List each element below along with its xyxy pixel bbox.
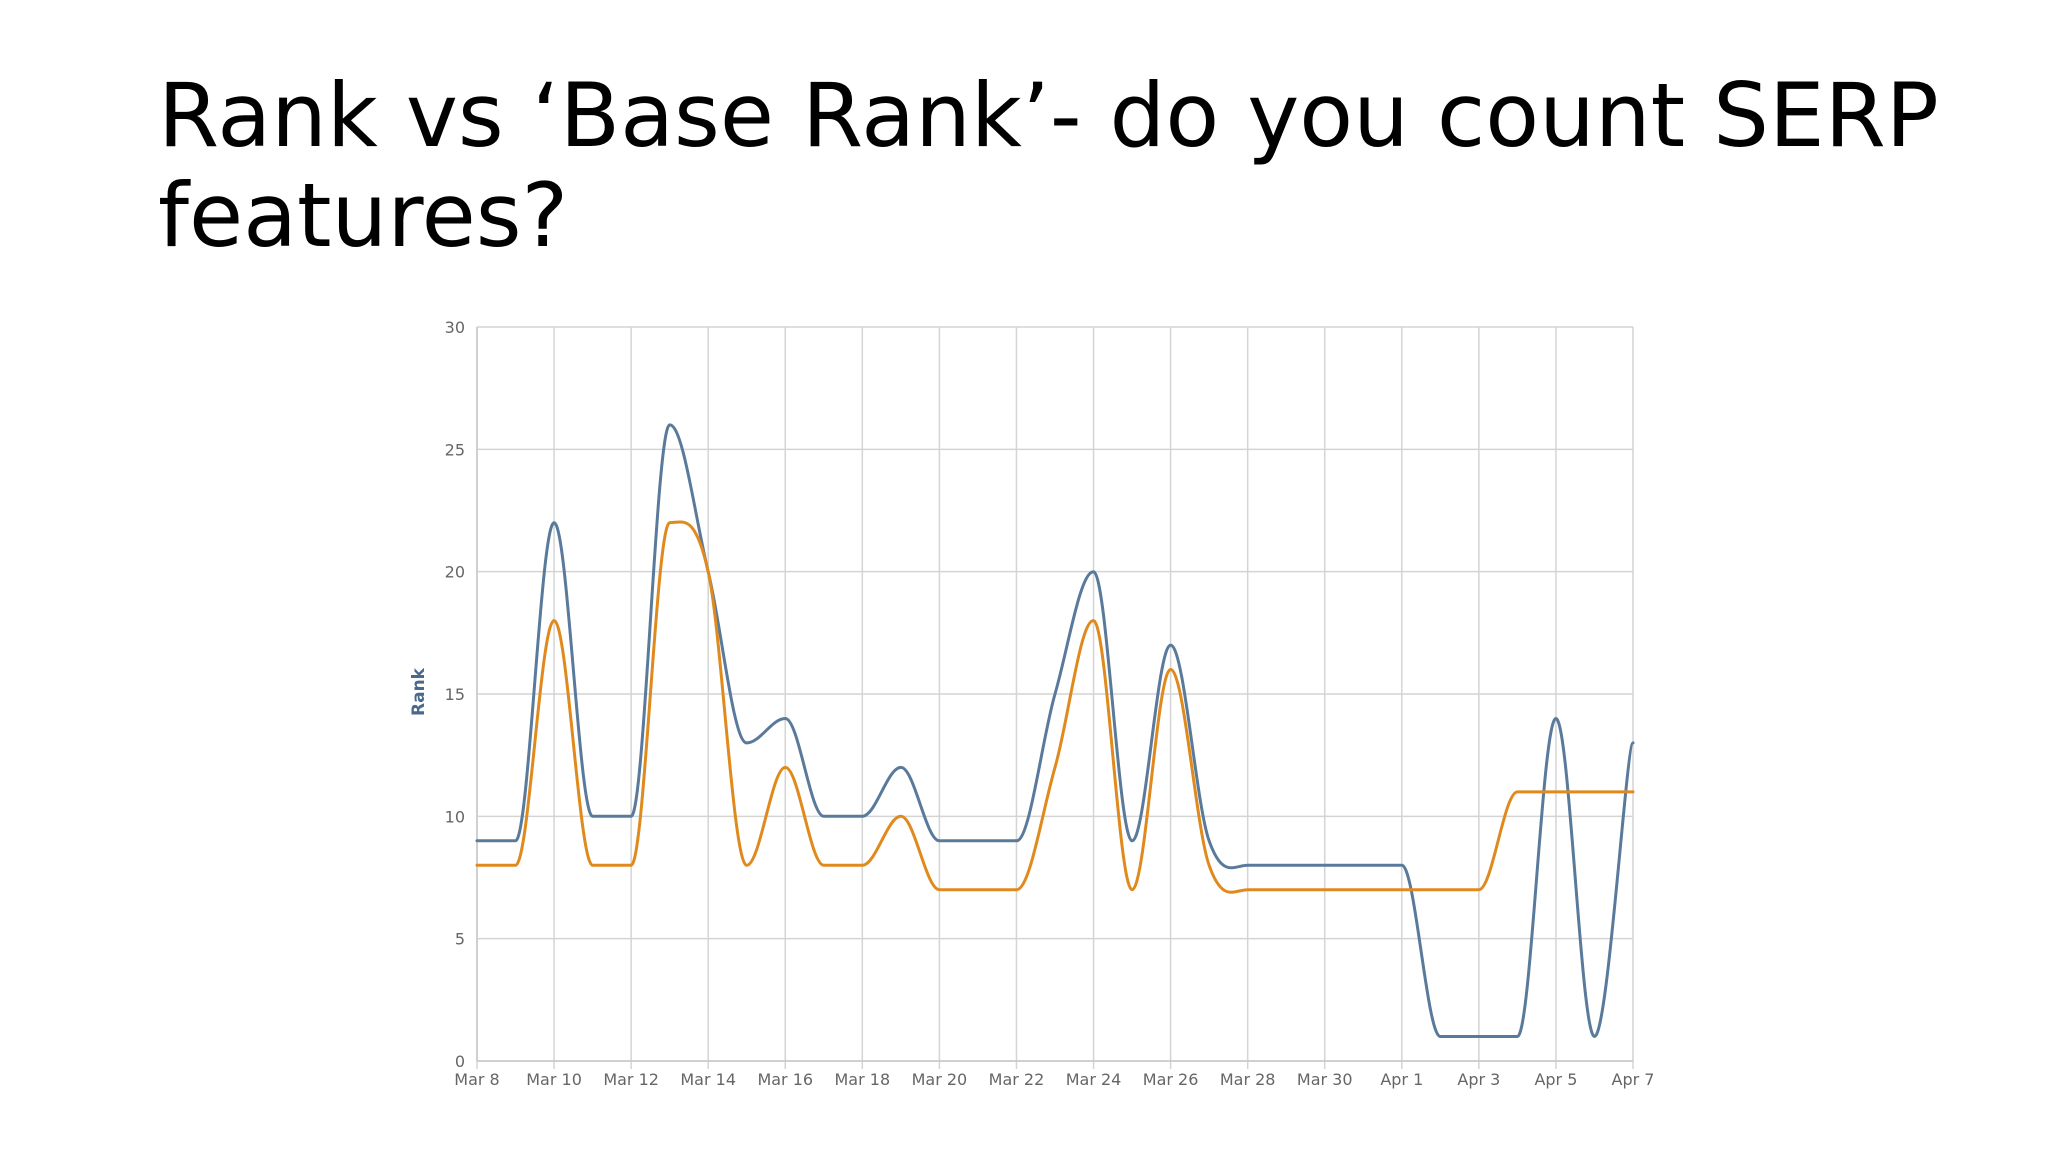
x-tick-label: Mar 10 (526, 1070, 582, 1089)
slide-title: Rank vs ‘Base Rank’- do you count SERP f… (158, 66, 1958, 266)
series-line-1 (475, 423, 1635, 1038)
series-line-2 (475, 520, 1635, 894)
y-tick-label: 15 (445, 685, 465, 704)
x-tick-label: Mar 8 (454, 1070, 499, 1089)
x-tick-label: Apr 3 (1457, 1070, 1500, 1089)
x-tick-label: Mar 30 (1297, 1070, 1353, 1089)
slide-title-line-2: features? (158, 164, 569, 267)
x-tick-label: Apr 1 (1380, 1070, 1423, 1089)
y-tick-label: 0 (455, 1052, 465, 1071)
x-tick-label: Mar 18 (835, 1070, 891, 1089)
y-tick-label: 10 (445, 807, 465, 826)
x-tick-label: Mar 28 (1220, 1070, 1276, 1089)
x-tick-label: Mar 16 (757, 1070, 813, 1089)
x-tick-label: Mar 22 (989, 1070, 1045, 1089)
axis-layer: 0 5 10 15 20 25 30 Mar 8 Mar 10 Mar 12 Mar 14 Mar 1… (445, 318, 1655, 1089)
y-tick-label: 5 (455, 930, 465, 949)
y-tick-label: 20 (445, 563, 465, 582)
series-layer (475, 423, 1635, 1038)
y-axis-label: Rank (409, 667, 429, 716)
x-tick-label: Mar 26 (1143, 1070, 1199, 1089)
y-tick-label: 30 (445, 318, 465, 337)
x-tick-label: Mar 12 (603, 1070, 659, 1089)
x-tick-label: Apr 7 (1612, 1070, 1655, 1089)
x-tick-label: Mar 24 (1066, 1070, 1122, 1089)
x-tick-label: Apr 5 (1534, 1070, 1577, 1089)
slide-title-line-1: Rank vs ‘Base Rank’- do you count SERP (158, 64, 1939, 167)
x-tick-label: Mar 20 (912, 1070, 968, 1089)
grid-layer (476, 326, 1634, 1069)
y-tick-label: 25 (445, 440, 465, 459)
x-tick-label: Mar 14 (680, 1070, 736, 1089)
